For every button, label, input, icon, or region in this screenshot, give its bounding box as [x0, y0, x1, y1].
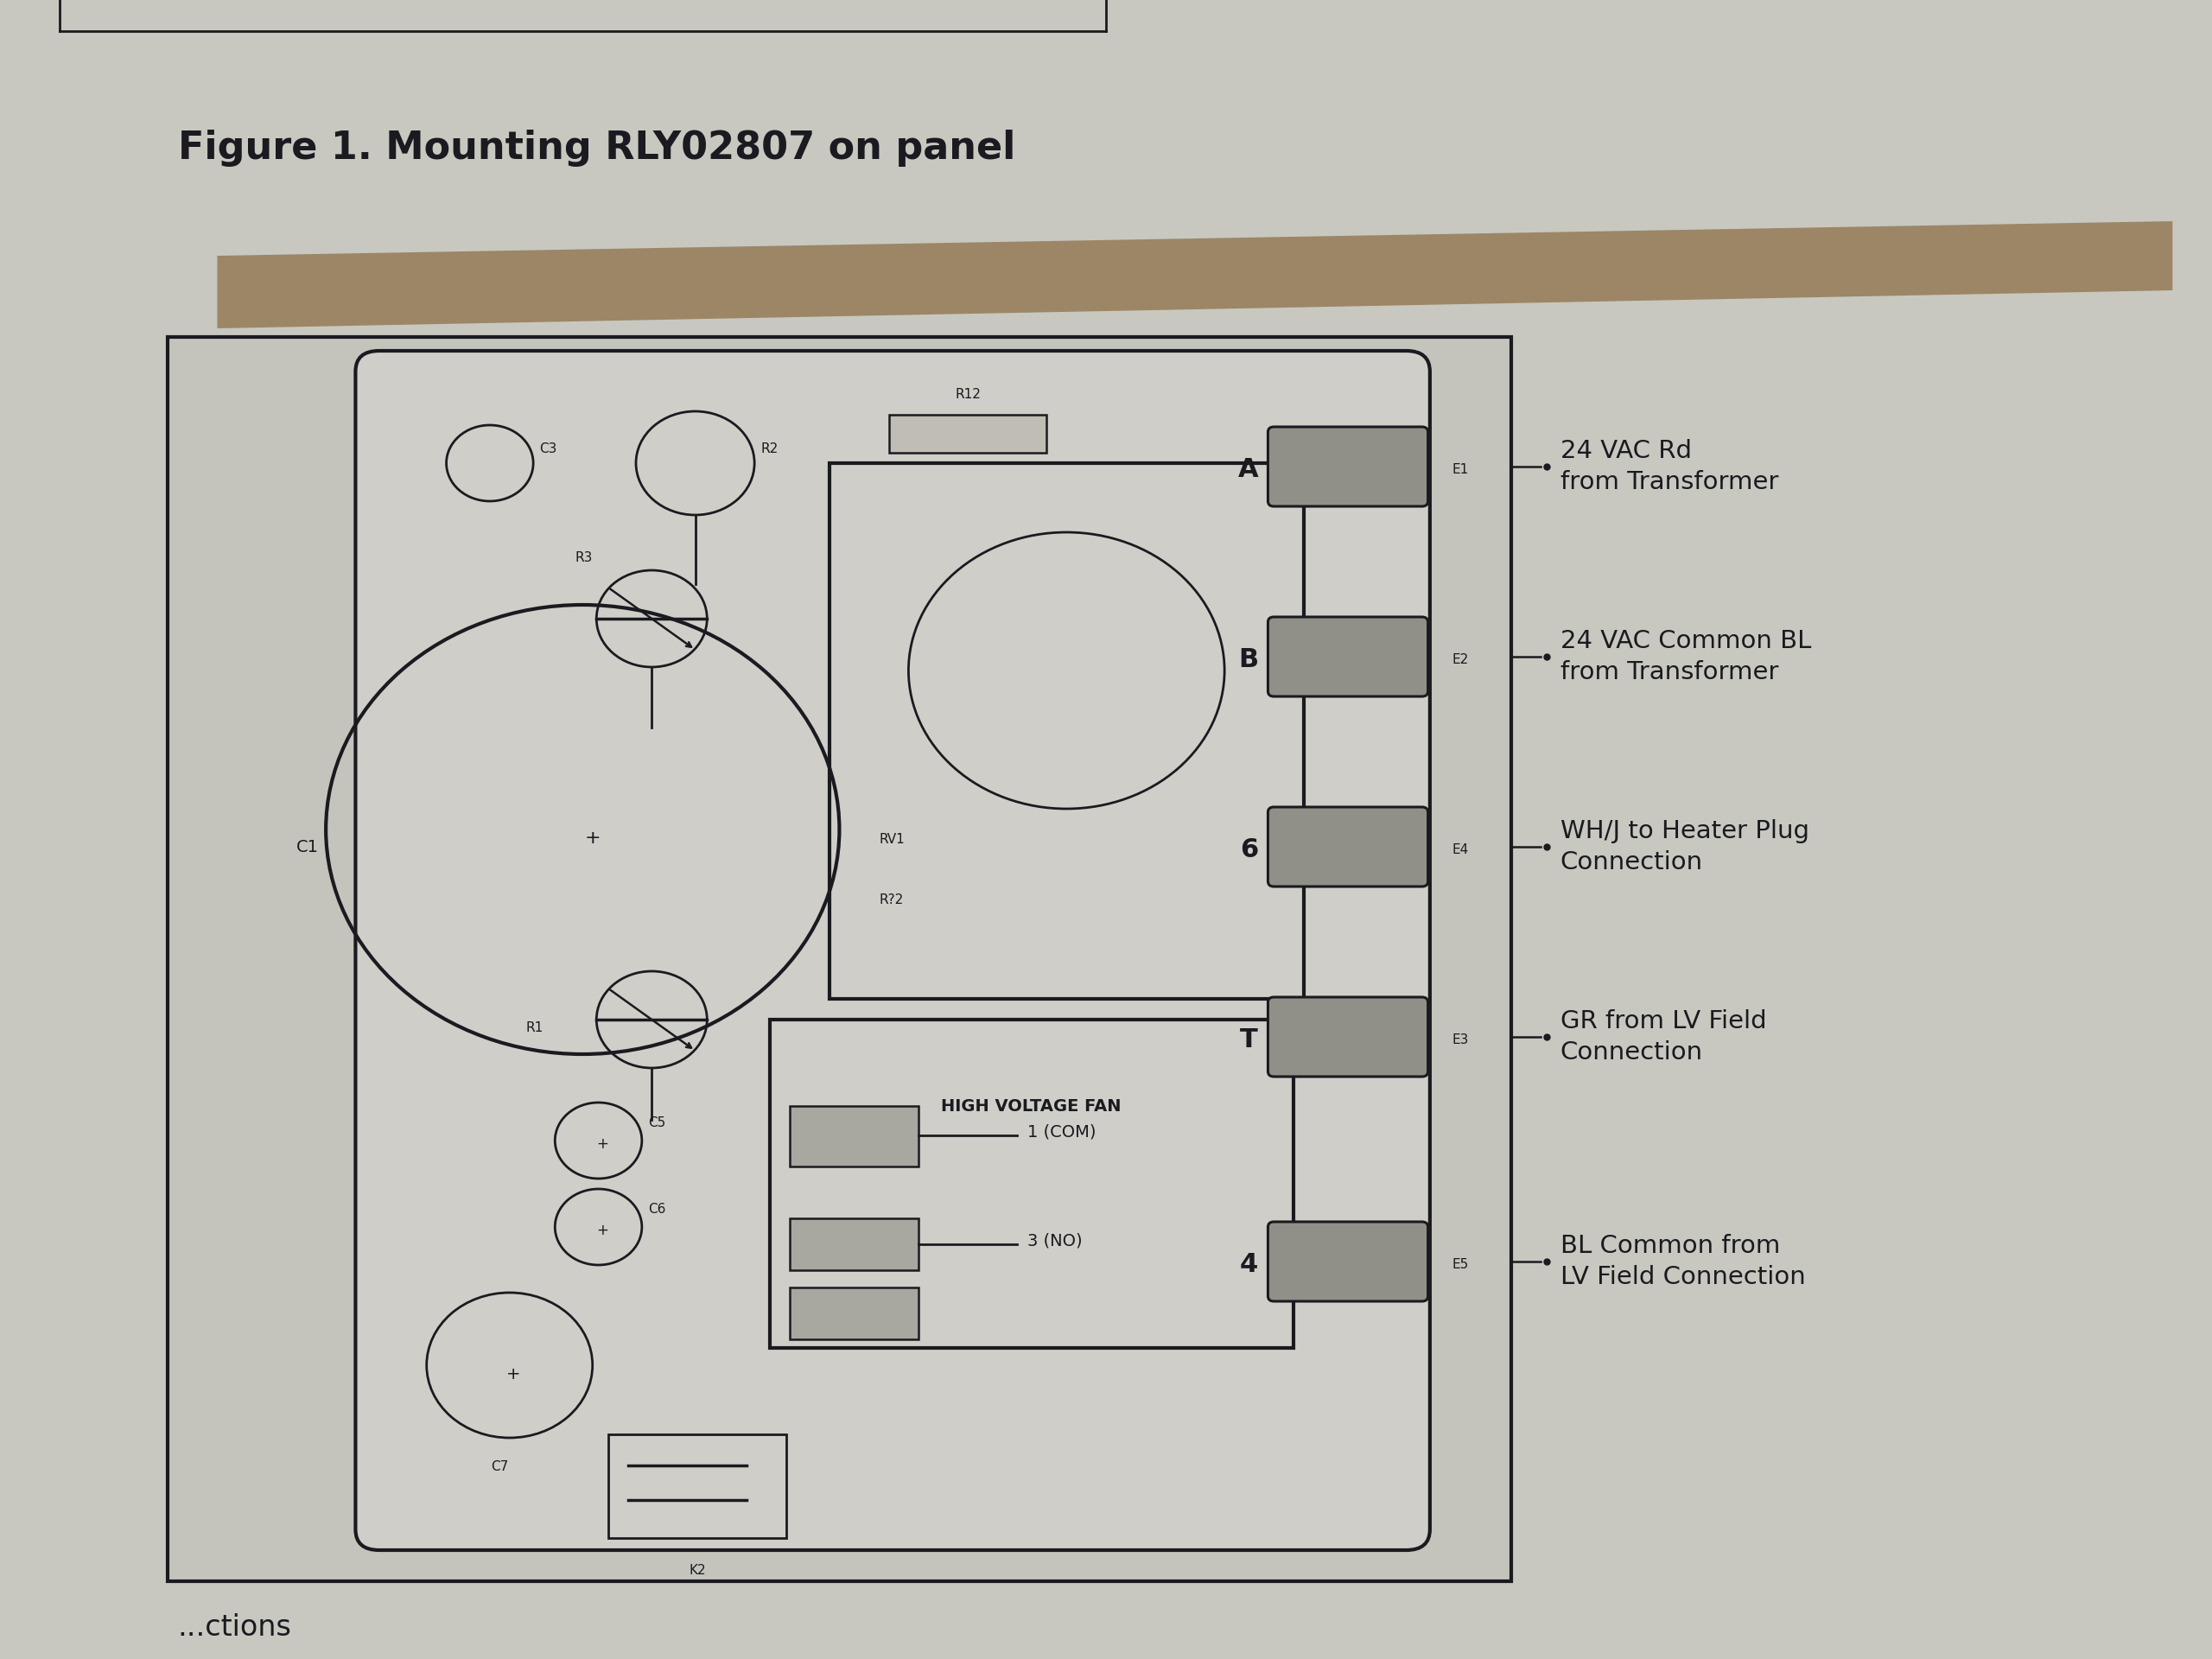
- Text: +: +: [597, 1136, 608, 1151]
- Text: R?2: R?2: [878, 894, 902, 906]
- Text: K2: K2: [688, 1564, 706, 1578]
- FancyBboxPatch shape: [1267, 806, 1429, 886]
- Polygon shape: [217, 221, 2172, 328]
- Text: Figure 1. Mounting RLY02807 on panel: Figure 1. Mounting RLY02807 on panel: [177, 129, 1015, 168]
- Text: BL Common from
LV Field Connection: BL Common from LV Field Connection: [1559, 1234, 1805, 1289]
- Bar: [790, 1107, 918, 1166]
- Bar: [790, 1218, 918, 1271]
- Text: R12: R12: [956, 388, 980, 401]
- Text: ...ctions: ...ctions: [177, 1613, 292, 1642]
- Text: HIGH VOLTAGE FAN: HIGH VOLTAGE FAN: [940, 1098, 1121, 1115]
- Text: T: T: [1241, 1029, 1259, 1053]
- Text: R2: R2: [761, 443, 779, 456]
- FancyBboxPatch shape: [1267, 617, 1429, 697]
- Text: 6: 6: [1239, 838, 1259, 863]
- Bar: [830, 463, 1303, 999]
- FancyBboxPatch shape: [356, 350, 1429, 1550]
- Text: RV1: RV1: [878, 833, 905, 846]
- Text: C7: C7: [491, 1460, 509, 1473]
- Text: +: +: [507, 1365, 520, 1382]
- Text: GR from LV Field
Connection: GR from LV Field Connection: [1559, 1009, 1767, 1065]
- Bar: [790, 1287, 918, 1339]
- Text: 24 VAC Rd
from Transformer: 24 VAC Rd from Transformer: [1559, 438, 1778, 494]
- Bar: [608, 1435, 785, 1538]
- Text: C3: C3: [540, 443, 557, 456]
- Text: R3: R3: [575, 552, 593, 564]
- Text: R1: R1: [526, 1022, 544, 1035]
- Text: C6: C6: [648, 1203, 666, 1216]
- Text: A: A: [1239, 458, 1259, 483]
- FancyBboxPatch shape: [1267, 426, 1429, 506]
- FancyBboxPatch shape: [1267, 1221, 1429, 1301]
- Text: E1: E1: [1451, 463, 1469, 476]
- Text: +: +: [584, 830, 599, 846]
- Text: 1 (COM): 1 (COM): [1026, 1123, 1095, 1140]
- Text: C5: C5: [648, 1117, 666, 1130]
- Bar: [889, 415, 1046, 453]
- Text: C1: C1: [296, 838, 319, 854]
- Text: 3 (NO): 3 (NO): [1026, 1233, 1082, 1249]
- Bar: [168, 337, 1511, 1581]
- Text: E5: E5: [1451, 1259, 1469, 1271]
- Text: +: +: [597, 1223, 608, 1238]
- Text: E2: E2: [1451, 654, 1469, 667]
- Text: WH/J to Heater Plug
Connection: WH/J to Heater Plug Connection: [1559, 820, 1809, 874]
- Text: 24 VAC Common BL
from Transformer: 24 VAC Common BL from Transformer: [1559, 629, 1812, 685]
- Text: E3: E3: [1451, 1034, 1469, 1047]
- Text: B: B: [1239, 647, 1259, 672]
- Text: E4: E4: [1451, 844, 1469, 856]
- Bar: [770, 1020, 1294, 1347]
- Text: 4: 4: [1239, 1253, 1259, 1277]
- FancyBboxPatch shape: [1267, 997, 1429, 1077]
